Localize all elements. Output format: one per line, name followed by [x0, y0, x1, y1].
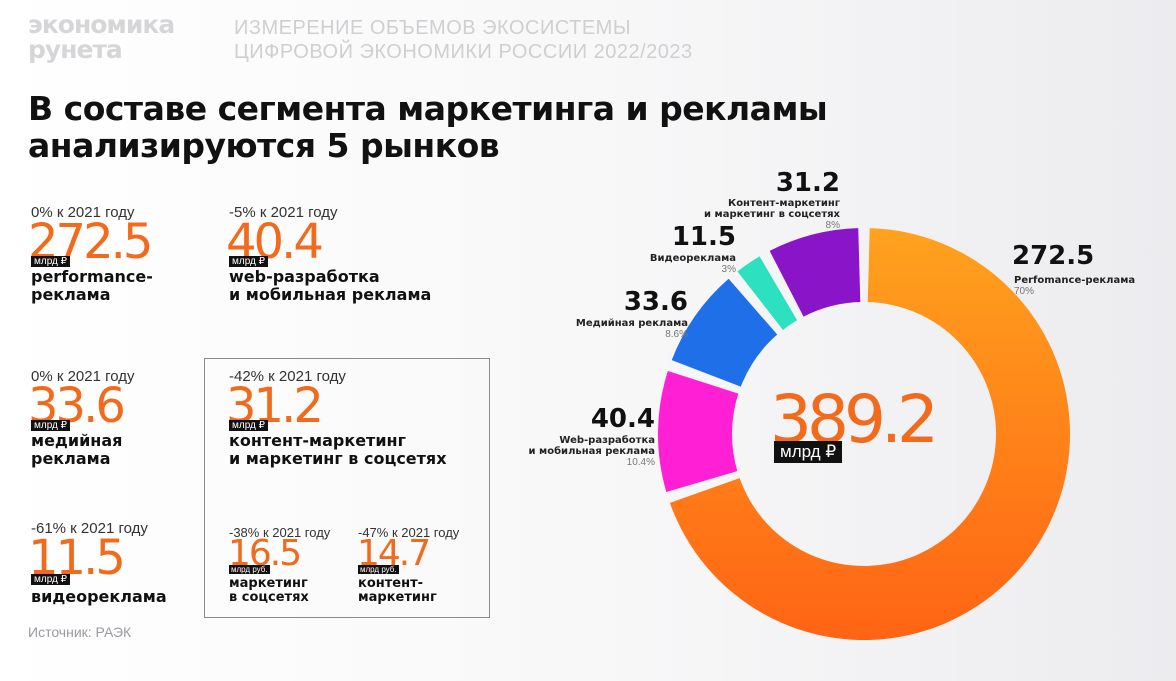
donut-slice-content_social	[769, 228, 861, 317]
annotation-media-name: Медийная реклама	[575, 318, 688, 329]
content-social-label-line1: контент-маркетинг	[229, 431, 406, 450]
annotation-web-pct: 10.4%	[626, 457, 655, 468]
web-delta: -5% к 2021 году	[229, 204, 338, 221]
content-unit-badge: млрд руб.	[358, 565, 399, 574]
performance-unit-badge: млрд ₽	[31, 256, 71, 267]
donut-slice-performance	[669, 228, 1070, 641]
web-label: web-разработка и мобильная реклама	[229, 268, 431, 304]
content-label-line1: контент-	[358, 576, 423, 591]
annotation-media-pct: 8.6%	[665, 329, 688, 340]
annotation-media-value: 33.6	[623, 287, 688, 317]
annotation-performance-name: Perfomance-реклама	[1014, 275, 1136, 286]
performance-label: performance- реклама	[31, 268, 153, 304]
page-title-line2: анализируются 5 рынков	[28, 126, 500, 165]
content-delta: -47% к 2021 году	[358, 525, 460, 540]
media-label-line2: реклама	[31, 449, 111, 468]
media-label: медийная реклама	[31, 432, 122, 468]
header-subtitle: ИЗМЕРЕНИЕ ОБЪЕМОВ ЭКОСИСТЕМЫ ЦИФРОВОЙ ЭК…	[234, 16, 693, 64]
content-social-delta: -42% к 2021 году	[229, 368, 346, 385]
annotation-content-social: 31.2 Контент-маркетинг и маркетинг в соц…	[640, 170, 840, 232]
logo-line1: экономика	[28, 10, 175, 39]
annotation-media: 33.6 Медийная реклама 8.6%	[508, 289, 688, 341]
social-label-line1: маркетинг	[229, 576, 308, 591]
social-unit-badge: млрд руб.	[229, 565, 270, 574]
annotation-performance-value: 272.5	[1012, 241, 1095, 271]
header-subtitle-line2: ЦИФРОВОЙ ЭКОНОМИКИ РОССИИ 2022/2023	[234, 41, 693, 63]
content-label-line2: маркетинг	[358, 590, 437, 605]
annotation-video-pct: 3%	[721, 264, 736, 275]
page-title-line1: В составе сегмента маркетинга и рекламы	[28, 89, 828, 128]
video-delta: -61% к 2021 году	[31, 520, 148, 537]
web-unit-badge: млрд ₽	[229, 256, 269, 267]
annotation-video-value: 11.5	[671, 222, 736, 252]
web-label-line2: и мобильная реклама	[229, 285, 432, 304]
media-delta: 0% к 2021 году	[31, 368, 135, 385]
media-label-line1: медийная	[31, 431, 123, 450]
annotation-content-social-name-line2: и маркетинг в соцсетях	[704, 209, 840, 220]
annotation-web-value: 40.4	[590, 404, 655, 434]
performance-label-line1: performance-	[31, 267, 153, 286]
video-unit-badge: млрд ₽	[31, 574, 71, 585]
content-label: контент- маркетинг	[358, 577, 437, 605]
annotation-video: 11.5 Видеореклама 3%	[556, 224, 736, 276]
social-label: маркетинг в соцсетях	[229, 577, 309, 605]
source-note: Источник: РАЭК	[28, 624, 132, 640]
logo-line2: рунета	[28, 35, 123, 64]
annotation-web-name-line1: Web-рaзработка	[559, 435, 655, 446]
annotation-content-social-value: 31.2	[775, 168, 840, 198]
performance-label-line2: реклама	[31, 285, 111, 304]
page-title: В составе сегмента маркетинга и рекламы …	[28, 89, 828, 165]
media-unit-badge: млрд ₽	[31, 420, 71, 431]
header-subtitle-line1: ИЗМЕРЕНИЕ ОБЪЕМОВ ЭКОСИСТЕМЫ	[234, 17, 632, 39]
social-delta: -38% к 2021 году	[229, 525, 331, 540]
donut-slice-video	[737, 256, 798, 330]
donut-total-unit: млрд ₽	[774, 441, 843, 463]
web-label-line1: web-разработка	[229, 267, 380, 286]
content-social-unit-badge: млрд ₽	[229, 420, 269, 431]
social-label-line2: в соцсетях	[229, 590, 309, 605]
performance-delta: 0% к 2021 году	[31, 204, 135, 221]
donut-slice-web	[658, 370, 739, 492]
annotation-performance-pct: 70%	[1014, 286, 1035, 297]
annotation-web-name-line2: и мобильная реклама	[528, 446, 655, 457]
content-social-label-line2: и маркетинг в соцсетях	[229, 449, 447, 468]
annotation-web: 40.4 Web-рaзработка и мобильная реклама …	[475, 406, 655, 469]
content-social-label: контент-маркетинг и маркетинг в соцсетях	[229, 432, 447, 468]
logo: экономика рунета	[28, 10, 175, 64]
donut-slice-media	[671, 278, 778, 387]
annotation-content-social-name-line1: Контент-маркетинг	[728, 198, 840, 209]
annotation-content-social-pct: 8%	[825, 220, 840, 231]
annotation-video-name: Видеореклама	[649, 253, 736, 264]
content-social-frame	[204, 358, 490, 618]
video-label: видеореклама	[31, 587, 167, 606]
